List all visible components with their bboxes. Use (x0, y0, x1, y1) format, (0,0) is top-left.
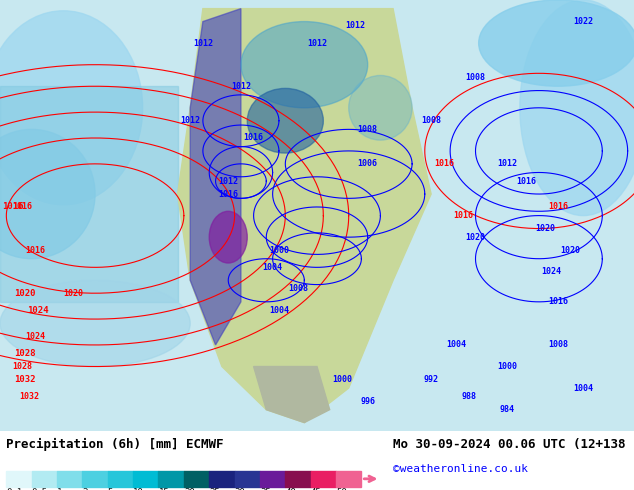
Polygon shape (178, 9, 431, 422)
Text: 1032: 1032 (19, 392, 39, 401)
Text: 0.1: 0.1 (6, 488, 22, 490)
Text: 1020: 1020 (465, 233, 486, 242)
Text: 10: 10 (133, 488, 144, 490)
Text: 1024: 1024 (27, 306, 49, 315)
Bar (158, 470, 184, 487)
Text: 1008: 1008 (548, 341, 568, 349)
Text: 1012: 1012 (345, 22, 365, 30)
Text: 1016: 1016 (434, 159, 454, 169)
Text: 1016: 1016 (218, 190, 238, 198)
Bar (0, 86, 178, 302)
Text: 1000: 1000 (269, 245, 289, 255)
Text: 1008: 1008 (358, 125, 378, 134)
Text: 1016: 1016 (548, 202, 568, 212)
Bar (260, 470, 285, 487)
Text: 1000: 1000 (497, 362, 517, 371)
Text: 35: 35 (260, 488, 271, 490)
Text: 1004: 1004 (262, 263, 283, 272)
Text: 1012: 1012 (218, 176, 238, 186)
Text: 5: 5 (108, 488, 113, 490)
Text: 1008: 1008 (465, 73, 486, 82)
Text: 1000: 1000 (332, 375, 353, 384)
Ellipse shape (247, 88, 323, 153)
Text: 1012: 1012 (307, 39, 327, 48)
Bar (235, 470, 260, 487)
Text: 988: 988 (462, 392, 477, 401)
Bar (32, 470, 57, 487)
Text: 1004: 1004 (446, 341, 467, 349)
Text: 1016: 1016 (516, 176, 536, 186)
Text: 1016: 1016 (548, 297, 568, 306)
Text: 1016: 1016 (2, 202, 23, 212)
Text: Mo 30-09-2024 00.06 UTC (12+138: Mo 30-09-2024 00.06 UTC (12+138 (393, 438, 626, 451)
Text: 1012: 1012 (231, 82, 251, 91)
Text: 1028: 1028 (15, 349, 36, 358)
Bar (133, 470, 158, 487)
Bar (209, 470, 235, 487)
Ellipse shape (0, 280, 190, 367)
Text: 15: 15 (158, 488, 169, 490)
Text: 984: 984 (500, 405, 515, 414)
Text: 1012: 1012 (180, 116, 200, 125)
Text: 25: 25 (209, 488, 220, 490)
Text: ©weatheronline.co.uk: ©weatheronline.co.uk (393, 464, 528, 473)
Ellipse shape (209, 211, 247, 263)
Text: Precipitation (6h) [mm] ECMWF: Precipitation (6h) [mm] ECMWF (6, 438, 224, 451)
Text: 1006: 1006 (358, 159, 378, 169)
Text: 1016: 1016 (243, 133, 264, 143)
Text: 1020: 1020 (560, 245, 581, 255)
Text: 1020: 1020 (15, 289, 36, 298)
Polygon shape (190, 9, 241, 345)
Ellipse shape (479, 0, 634, 86)
Ellipse shape (0, 11, 143, 205)
Text: 1024: 1024 (541, 267, 562, 276)
Bar (82, 470, 108, 487)
Bar (285, 470, 311, 487)
Text: 1004: 1004 (573, 384, 593, 392)
Text: 1016: 1016 (453, 211, 473, 220)
Text: 1008: 1008 (421, 116, 441, 125)
Text: 0.5: 0.5 (32, 488, 48, 490)
Text: 1: 1 (57, 488, 62, 490)
Text: 1012: 1012 (497, 159, 517, 169)
Text: 1012: 1012 (193, 39, 213, 48)
Bar (108, 470, 133, 487)
Text: 992: 992 (424, 375, 439, 384)
Text: 40: 40 (285, 488, 296, 490)
Text: 1020: 1020 (63, 289, 84, 298)
Text: 1020: 1020 (535, 224, 555, 233)
Bar (57, 470, 82, 487)
Text: 1024: 1024 (25, 332, 46, 341)
Bar (336, 470, 361, 487)
Bar (6, 470, 32, 487)
Text: 1004: 1004 (269, 306, 289, 315)
Text: 1022: 1022 (573, 17, 593, 26)
Bar (184, 470, 209, 487)
Text: 20: 20 (184, 488, 195, 490)
Ellipse shape (349, 75, 412, 140)
Text: 50: 50 (336, 488, 347, 490)
Text: 1016: 1016 (25, 245, 46, 255)
Polygon shape (254, 367, 330, 422)
Ellipse shape (520, 0, 634, 216)
Text: 30: 30 (235, 488, 245, 490)
Text: 1028: 1028 (13, 362, 33, 371)
Ellipse shape (0, 129, 95, 259)
Ellipse shape (241, 22, 368, 108)
Text: 1016: 1016 (13, 202, 33, 212)
Text: 2: 2 (82, 488, 87, 490)
Text: 1032: 1032 (15, 375, 36, 384)
Text: 996: 996 (360, 396, 375, 406)
Bar (311, 470, 336, 487)
Text: 45: 45 (311, 488, 321, 490)
Text: 1008: 1008 (288, 284, 308, 294)
